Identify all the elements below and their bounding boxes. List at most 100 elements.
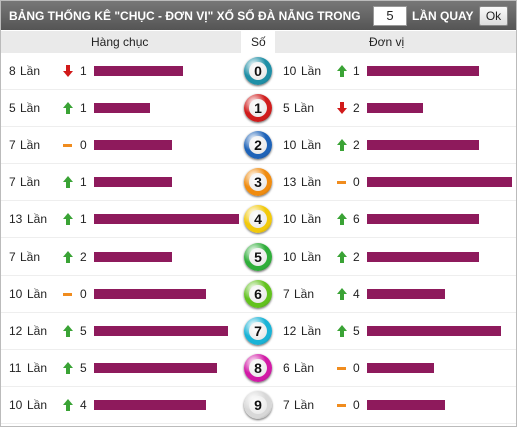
count-bar bbox=[94, 103, 150, 114]
digit: 5 bbox=[249, 247, 267, 266]
count-bar bbox=[94, 140, 173, 151]
arrow-icon bbox=[337, 102, 347, 115]
digit-header: Số bbox=[251, 35, 266, 49]
change: 5 bbox=[353, 323, 360, 338]
count-bar bbox=[94, 177, 173, 188]
count-bar bbox=[367, 66, 479, 76]
count-unit: Lần bbox=[27, 286, 48, 301]
count-bar bbox=[367, 140, 479, 151]
count: 5 bbox=[9, 101, 16, 116]
row-line bbox=[1, 126, 516, 128]
count-bar bbox=[94, 251, 173, 262]
count-unit: Lần bbox=[27, 323, 48, 338]
arrow-icon bbox=[63, 102, 73, 115]
count-bar bbox=[94, 325, 228, 336]
count-unit: Lần bbox=[27, 397, 48, 412]
arrow-icon bbox=[63, 176, 73, 189]
trend-up bbox=[63, 213, 73, 226]
trend-up bbox=[63, 102, 73, 115]
row-line bbox=[1, 89, 516, 90]
trend-up bbox=[63, 361, 73, 374]
arrow-icon bbox=[63, 324, 73, 337]
digit: 1 bbox=[249, 99, 267, 118]
count-unit: Lần bbox=[294, 286, 315, 301]
trend-up bbox=[63, 176, 73, 189]
change: 0 bbox=[353, 397, 360, 412]
digit-ball: 7 bbox=[244, 316, 272, 345]
count-unit: Lần bbox=[294, 397, 315, 412]
count-bar bbox=[367, 325, 501, 336]
change: 2 bbox=[80, 249, 87, 264]
change: 5 bbox=[80, 360, 87, 375]
trend-up bbox=[63, 398, 73, 411]
digit-ball: 0 bbox=[244, 57, 272, 85]
row-line bbox=[1, 385, 516, 387]
count: 12 bbox=[9, 323, 23, 338]
count-bar bbox=[94, 214, 239, 225]
draw-count-input[interactable]: 5 bbox=[373, 6, 407, 26]
row-line bbox=[1, 163, 516, 165]
digit: 7 bbox=[249, 321, 267, 340]
change: 0 bbox=[353, 360, 360, 375]
row-line bbox=[1, 348, 516, 350]
arrow-icon bbox=[63, 398, 73, 411]
count: 13 bbox=[9, 212, 23, 227]
trend-flat bbox=[63, 292, 72, 296]
draw-count-label: LẦN QUAY bbox=[412, 9, 474, 23]
count: 10 bbox=[283, 249, 297, 264]
tens-header: Hàng chục bbox=[91, 35, 149, 49]
change: 5 bbox=[80, 323, 87, 338]
count-bar bbox=[367, 251, 479, 262]
row-line bbox=[1, 274, 516, 276]
digit-ball: 6 bbox=[244, 279, 272, 308]
count: 7 bbox=[9, 175, 16, 190]
trend-flat bbox=[337, 181, 346, 185]
digit: 8 bbox=[249, 358, 267, 377]
digit: 2 bbox=[249, 136, 267, 155]
count-bar bbox=[94, 399, 206, 410]
count-unit: Lần bbox=[20, 138, 41, 153]
digit: 4 bbox=[249, 210, 267, 229]
count: 8 bbox=[9, 64, 16, 78]
change: 1 bbox=[80, 64, 87, 78]
ok-button[interactable]: Ok bbox=[479, 6, 508, 26]
title: BẢNG THỐNG KÊ "CHỤC - ĐƠN VỊ" XỔ SỐ ĐÀ N… bbox=[9, 9, 361, 23]
arrow-icon bbox=[337, 213, 347, 226]
digit-header-cell bbox=[241, 31, 275, 53]
count: 10 bbox=[283, 64, 297, 78]
header-bar bbox=[1, 1, 516, 30]
digit-ball: 5 bbox=[244, 242, 272, 271]
arrow-icon bbox=[337, 65, 347, 77]
count-bar bbox=[94, 362, 217, 373]
arrow-icon bbox=[337, 139, 347, 152]
trend-up bbox=[337, 139, 347, 152]
change: 6 bbox=[353, 212, 360, 227]
count: 5 bbox=[283, 101, 290, 116]
count-unit: Lần bbox=[301, 212, 322, 227]
change: 1 bbox=[353, 64, 360, 78]
digit: 0 bbox=[249, 62, 267, 80]
count-unit: Lần bbox=[301, 138, 322, 153]
digit-ball: 3 bbox=[244, 168, 272, 197]
count-bar bbox=[367, 399, 446, 410]
count-unit: Lần bbox=[20, 175, 41, 190]
count: 7 bbox=[9, 249, 16, 264]
row-line bbox=[1, 237, 516, 239]
count-unit: Lần bbox=[301, 64, 322, 78]
change: 2 bbox=[353, 101, 360, 116]
change: 1 bbox=[80, 175, 87, 190]
change: 1 bbox=[80, 101, 87, 116]
digit-ball: 9 bbox=[244, 390, 272, 419]
digit-ball: 1 bbox=[244, 94, 272, 123]
change: 2 bbox=[353, 138, 360, 153]
trend-up bbox=[63, 250, 73, 263]
count-bar bbox=[94, 66, 184, 76]
arrow-icon bbox=[63, 250, 73, 263]
change: 0 bbox=[80, 138, 87, 153]
count-unit: Lần bbox=[301, 323, 322, 338]
count: 10 bbox=[283, 212, 297, 227]
count-unit: Lần bbox=[20, 249, 41, 264]
digit: 9 bbox=[249, 395, 267, 414]
count: 7 bbox=[283, 397, 290, 412]
count-unit: Lần bbox=[20, 101, 41, 116]
